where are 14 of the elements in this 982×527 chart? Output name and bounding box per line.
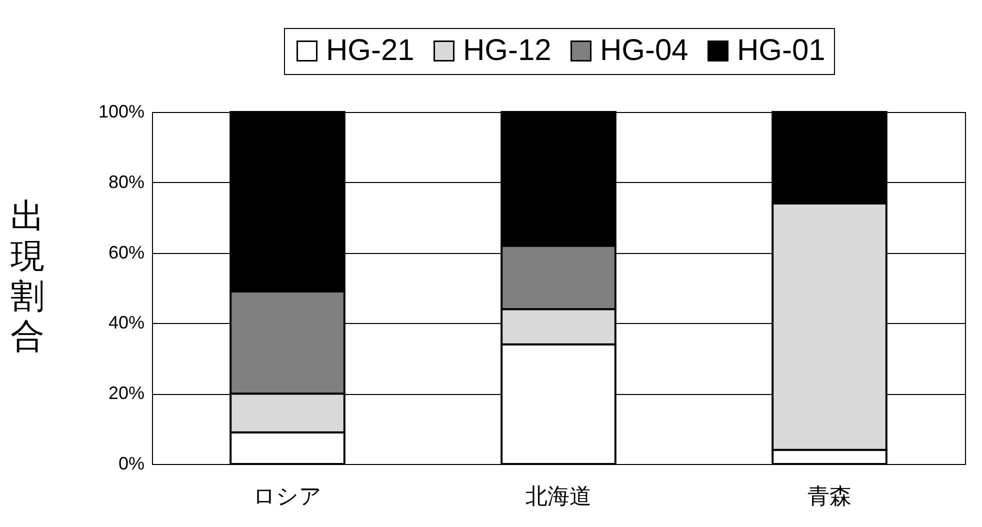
y-tick-label: 20%: [108, 383, 144, 404]
y-tick-label: 0%: [118, 454, 144, 474]
legend-label: HG-01: [737, 34, 826, 67]
legend-label: HG-04: [600, 34, 688, 67]
y-tick-label: 100%: [98, 102, 144, 122]
y-axis-title: 出現割合: [10, 198, 44, 356]
x-tick-label: ロシア: [253, 484, 322, 508]
legend-label: HG-12: [463, 34, 552, 67]
y-tick-label: 60%: [108, 242, 144, 262]
y-tick-label: 40%: [108, 312, 144, 333]
x-tick-label: 青森: [808, 484, 852, 508]
legend-label: HG-21: [326, 34, 414, 67]
y-tick-label: 80%: [108, 172, 144, 192]
x-tick-label: 北海道: [526, 484, 592, 508]
